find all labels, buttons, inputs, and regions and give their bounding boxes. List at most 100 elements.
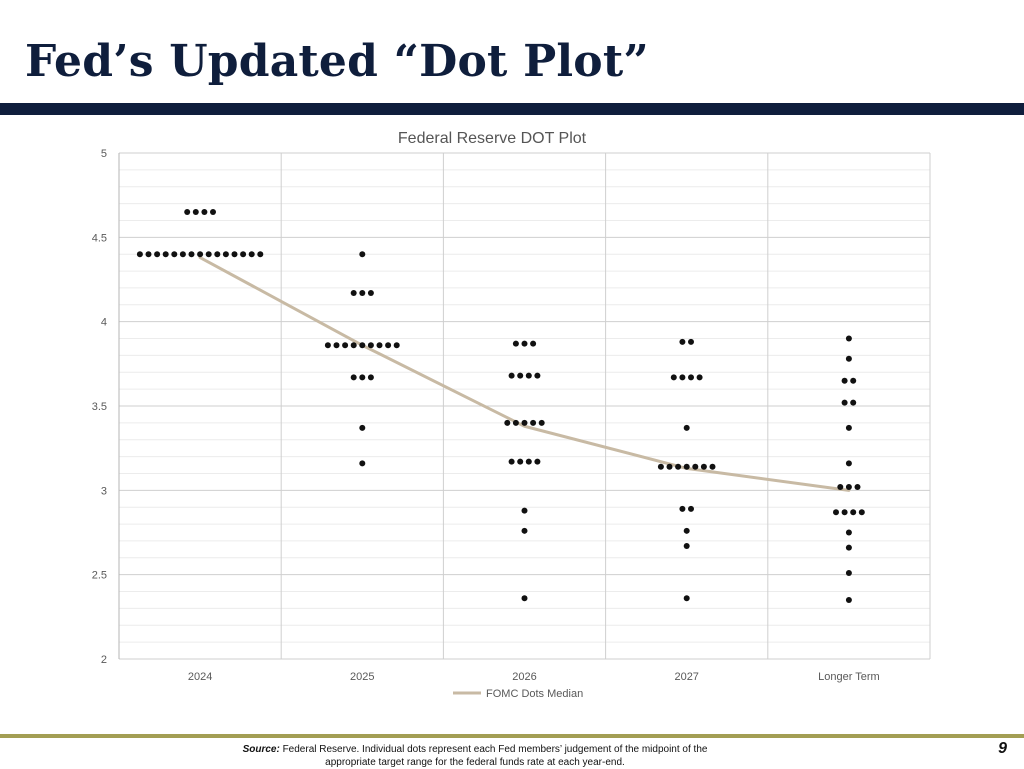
footer-divider-line xyxy=(0,734,1024,738)
fomc-dot xyxy=(359,460,366,467)
fomc-dot xyxy=(367,342,374,349)
fomc-dot xyxy=(512,340,519,347)
fomc-dot xyxy=(683,595,690,602)
fomc-dot xyxy=(521,507,528,514)
fomc-dot xyxy=(508,458,515,465)
page-number: 9 xyxy=(998,740,1007,757)
chart-legend: FOMC Dots Median xyxy=(453,688,583,700)
fomc-dot xyxy=(192,209,199,216)
x-category-label: 2026 xyxy=(512,671,536,683)
fomc-dot xyxy=(214,251,221,258)
fomc-dot xyxy=(683,463,690,470)
fomc-dot xyxy=(841,509,848,516)
fomc-dot xyxy=(679,505,686,512)
y-axis-ticks: 2 2.5 3 3.5 4 4.5 5 xyxy=(92,148,107,666)
fomc-dot xyxy=(222,251,229,258)
chart-title: Federal Reserve DOT Plot xyxy=(398,130,587,147)
fomc-dot xyxy=(385,342,392,349)
dots-layer xyxy=(136,209,865,603)
grid-layer xyxy=(118,152,931,660)
fomc-dot xyxy=(845,335,852,342)
fomc-dot xyxy=(145,251,152,258)
fomc-dot xyxy=(688,338,694,345)
fomc-dot xyxy=(683,424,690,431)
fomc-dot xyxy=(688,505,694,512)
fomc-dot xyxy=(248,251,255,258)
fomc-dot xyxy=(845,355,852,362)
y-tick-label: 2 xyxy=(101,654,107,666)
fomc-dot xyxy=(709,463,716,470)
fomc-dot xyxy=(136,251,143,258)
fomc-dot xyxy=(359,424,366,431)
fomc-dot xyxy=(521,595,528,602)
fomc-dot xyxy=(837,483,844,490)
fomc-dot xyxy=(504,419,511,426)
fomc-dot xyxy=(231,251,238,258)
fomc-dot xyxy=(205,251,212,258)
fomc-dot xyxy=(534,372,541,379)
y-tick-label: 3.5 xyxy=(92,401,107,413)
fomc-dot xyxy=(841,377,848,384)
y-tick-label: 3 xyxy=(101,485,107,497)
median-line xyxy=(198,256,851,492)
fomc-dot xyxy=(376,342,383,349)
fomc-dot xyxy=(666,463,673,470)
fomc-dot xyxy=(197,251,204,258)
fomc-dot xyxy=(525,458,532,465)
fomc-dot xyxy=(521,527,528,534)
fomc-dot xyxy=(525,372,532,379)
fomc-dot xyxy=(342,342,349,349)
fomc-dot xyxy=(154,251,161,258)
fomc-dot xyxy=(670,374,677,381)
fomc-dot xyxy=(700,463,707,470)
fomc-dot xyxy=(845,529,852,536)
fomc-dot xyxy=(850,377,857,384)
fomc-dot xyxy=(679,338,686,345)
fomc-dot xyxy=(171,251,178,258)
fomc-dot xyxy=(675,463,682,470)
median-line-layer xyxy=(198,256,851,492)
fomc-dot xyxy=(696,374,703,381)
fomc-dot xyxy=(858,509,865,516)
fomc-dot xyxy=(683,542,690,549)
fomc-dot xyxy=(359,342,366,349)
fomc-dot xyxy=(538,419,545,426)
y-tick-label: 2.5 xyxy=(92,570,107,582)
fomc-dot xyxy=(833,509,839,516)
fomc-dot xyxy=(683,527,690,534)
fomc-dot xyxy=(845,596,852,603)
source-label: Source: xyxy=(242,744,280,755)
fomc-dot xyxy=(534,458,541,465)
fomc-dot xyxy=(845,544,852,551)
fomc-dot xyxy=(530,340,537,347)
fomc-dot xyxy=(517,458,524,465)
fomc-dot xyxy=(679,374,686,381)
dot-plot-chart: Federal Reserve DOT Plot 2 2.5 3 3.5 4 4.5 5 2… xyxy=(92,130,931,700)
title-divider-bar xyxy=(0,103,1024,115)
fomc-dot xyxy=(324,342,331,349)
fomc-dot xyxy=(521,419,528,426)
fomc-dot xyxy=(517,372,524,379)
fomc-dot xyxy=(854,483,861,490)
fomc-dot xyxy=(184,209,191,216)
fomc-dot xyxy=(179,251,186,258)
fomc-dot xyxy=(841,399,848,406)
fomc-dot xyxy=(201,209,208,216)
x-category-label: Longer Term xyxy=(818,671,880,683)
fomc-dot xyxy=(359,251,366,258)
y-tick-label: 4.5 xyxy=(92,232,107,244)
x-category-label: 2024 xyxy=(188,671,212,683)
fomc-dot xyxy=(188,251,195,258)
slide-title: Fed’s Updated “Dot Plot” xyxy=(25,36,649,87)
fomc-dot xyxy=(350,374,357,381)
fomc-dot xyxy=(240,251,247,258)
source-text: Federal Reserve. Individual dots represe… xyxy=(282,744,708,768)
fomc-dot xyxy=(257,251,264,258)
x-category-label: 2025 xyxy=(350,671,374,683)
legend-label: FOMC Dots Median xyxy=(486,688,583,700)
fomc-dot xyxy=(512,419,519,426)
fomc-dot xyxy=(850,509,857,516)
source-note: Source: Federal Reserve. Individual dots… xyxy=(232,743,718,769)
fomc-dot xyxy=(845,460,852,467)
fomc-dot xyxy=(367,374,374,381)
